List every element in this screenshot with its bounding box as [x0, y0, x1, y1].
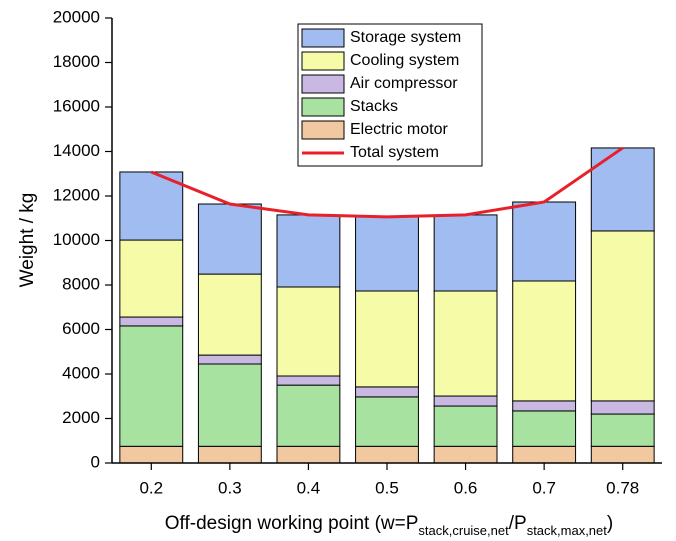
y-tick-label: 0	[91, 452, 100, 471]
bar-segment	[119, 239, 184, 318]
y-tick-label: 4000	[62, 363, 100, 382]
bar-segment	[512, 445, 577, 464]
x-tick-label: 0.5	[375, 478, 399, 497]
y-tick-label: 12000	[53, 185, 100, 204]
bar-segment	[512, 400, 577, 412]
bar-segment	[590, 147, 655, 232]
y-tick-label: 18000	[53, 52, 100, 71]
y-tick-label: 20000	[53, 7, 100, 26]
x-tick-label: 0.7	[532, 478, 556, 497]
legend-swatch	[301, 28, 345, 48]
bar-segment	[433, 395, 498, 407]
x-axis-label-part: stack,max,net	[527, 523, 608, 538]
legend-swatch	[301, 51, 345, 71]
x-axis-label-part: )	[607, 513, 613, 534]
y-tick-label: 14000	[53, 141, 100, 160]
y-tick-label: 2000	[62, 408, 100, 427]
y-axis-label: Weight / kg	[17, 193, 38, 288]
x-tick-label: 0.78	[606, 478, 639, 497]
y-tick-label: 6000	[62, 319, 100, 338]
legend-swatch	[301, 120, 345, 140]
legend-label: Total system	[350, 144, 439, 161]
bar-segment	[355, 445, 419, 464]
bar-segment	[433, 445, 498, 464]
legend-label: Electric motor	[350, 121, 448, 138]
legend-label: Storage system	[350, 29, 461, 46]
bar-segment	[590, 413, 655, 447]
bar-segment	[276, 445, 341, 464]
bar-segment	[119, 445, 184, 464]
x-axis-label: Off-design working point (w=Pstack,cruis…	[165, 513, 613, 538]
legend: Storage system Cooling system Air compress…	[297, 23, 483, 167]
x-axis-label-part: /P	[509, 513, 527, 534]
bar-segment	[590, 400, 655, 415]
bar-segment	[512, 201, 577, 282]
bar-segment	[512, 410, 577, 447]
legend-label: Stacks	[350, 98, 398, 115]
legend-label: Air compressor	[350, 75, 458, 92]
bar-segment	[119, 316, 184, 327]
legend-box	[297, 23, 483, 167]
bar-segment	[433, 290, 498, 397]
bar-segment	[197, 363, 262, 447]
legend-swatch	[301, 74, 345, 94]
x-axis-label-part: Off-design working point (w=P	[165, 513, 419, 534]
x-tick-label: 0.4	[297, 478, 321, 497]
bar-segment	[512, 280, 577, 402]
bar-segment	[276, 286, 341, 377]
bar-segment	[355, 396, 419, 447]
bar-segment	[433, 405, 498, 447]
x-tick-label: 0.2	[139, 478, 163, 497]
bar-segment	[276, 375, 341, 386]
legend-label: Cooling system	[350, 52, 459, 69]
bar-segment	[119, 325, 184, 447]
bar-segment	[355, 386, 419, 398]
total-line	[150, 146, 624, 219]
x-axis-label-part: stack,cruise,net	[418, 523, 509, 538]
bar-segment	[276, 384, 341, 447]
bar-segment	[197, 354, 262, 365]
bar-segment	[590, 230, 655, 402]
bar-segment	[197, 445, 262, 464]
y-tick-label: 10000	[53, 230, 100, 249]
bar-segment	[276, 214, 341, 288]
bar-segment	[355, 216, 419, 292]
bar-segment	[197, 273, 262, 356]
legend-swatch	[301, 97, 345, 117]
bar-segment	[119, 171, 184, 241]
x-tick-label: 0.3	[218, 478, 242, 497]
y-tick-label: 8000	[62, 274, 100, 293]
x-tick-label: 0.6	[454, 478, 478, 497]
bar-segment	[433, 214, 498, 292]
bar-segment	[355, 290, 419, 388]
y-tick-label: 16000	[53, 96, 100, 115]
bar-segment	[590, 445, 655, 464]
bar-segment	[197, 203, 262, 275]
